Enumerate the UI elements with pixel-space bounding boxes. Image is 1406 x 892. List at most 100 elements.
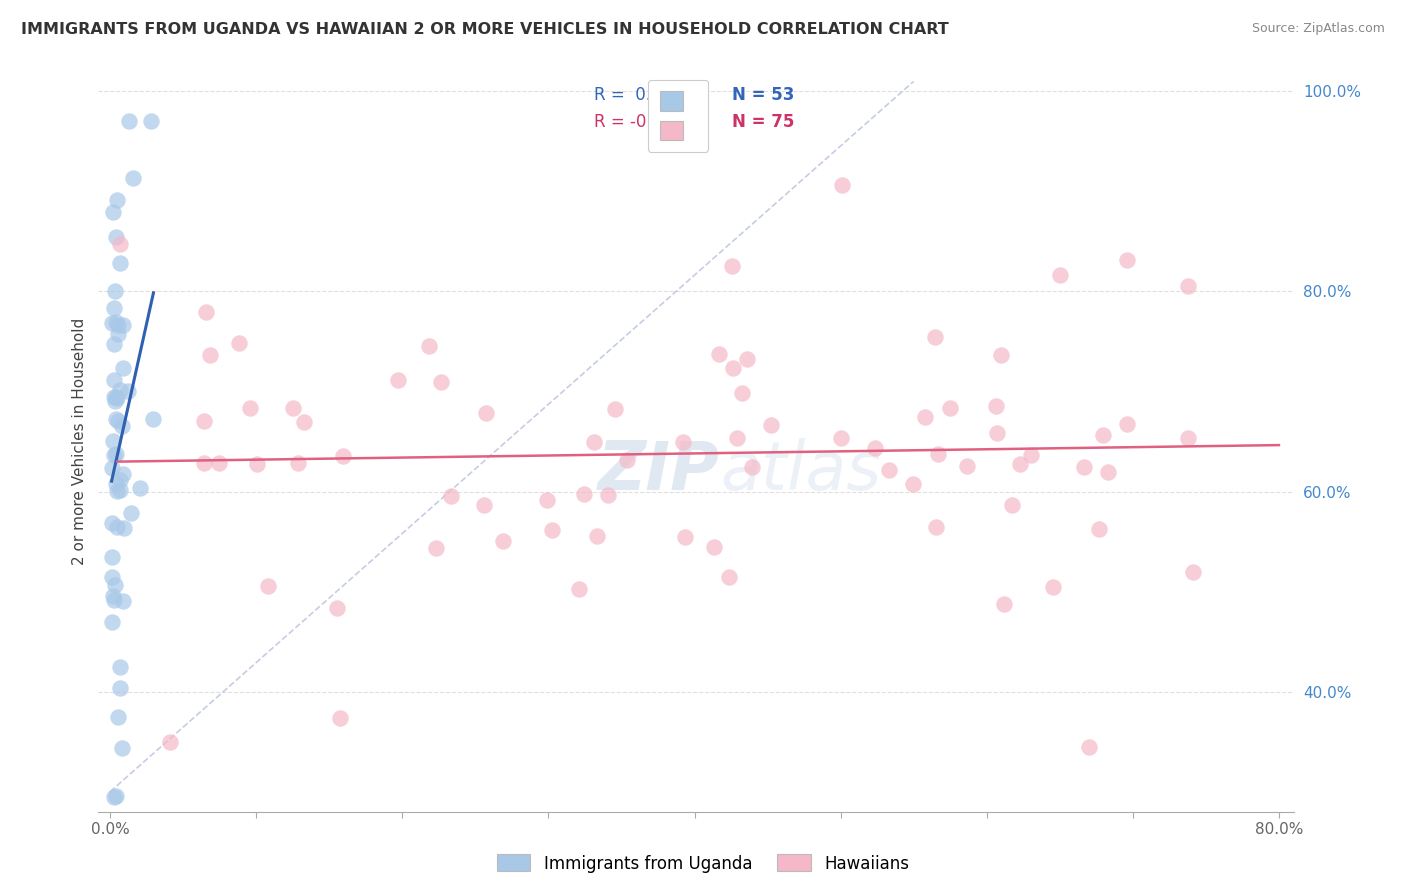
Point <box>159 734 181 748</box>
Point <box>492 533 515 548</box>
Point <box>707 346 730 360</box>
Point <box>831 178 853 192</box>
Point <box>108 483 131 497</box>
Point <box>924 520 946 534</box>
Point <box>718 570 741 584</box>
Point <box>1182 565 1205 579</box>
Point <box>193 456 215 470</box>
Point <box>101 205 124 219</box>
Point <box>672 435 695 450</box>
Point <box>105 484 128 499</box>
Point <box>100 549 122 564</box>
Point <box>387 373 409 387</box>
Point <box>103 593 125 607</box>
Point <box>541 523 564 537</box>
Point <box>105 520 128 534</box>
Point <box>735 351 758 366</box>
Point <box>108 660 131 674</box>
Point <box>472 498 495 512</box>
Text: N = 75: N = 75 <box>733 112 794 131</box>
Point <box>865 442 887 456</box>
Point <box>877 462 900 476</box>
Point <box>117 384 139 399</box>
Point <box>107 710 129 724</box>
Point <box>741 459 763 474</box>
Point <box>101 615 124 629</box>
Point <box>103 336 125 351</box>
Point <box>108 681 131 696</box>
Point <box>100 570 122 584</box>
Point <box>1097 466 1119 480</box>
Point <box>110 255 132 269</box>
Point <box>993 597 1015 611</box>
Point <box>725 431 748 445</box>
Point <box>721 361 744 376</box>
Point <box>1091 428 1114 442</box>
Point <box>142 411 165 425</box>
Point <box>111 740 134 755</box>
Point <box>568 582 591 596</box>
Point <box>139 114 162 128</box>
Point <box>924 330 946 344</box>
Point <box>583 435 606 450</box>
Point <box>927 447 949 461</box>
Point <box>107 318 129 332</box>
Point <box>329 711 352 725</box>
Point <box>703 540 725 554</box>
Point <box>118 114 141 128</box>
Point <box>1078 739 1101 754</box>
Point <box>107 414 129 428</box>
Point <box>111 419 134 434</box>
Point <box>104 578 127 592</box>
Point <box>198 348 221 362</box>
Point <box>475 406 498 420</box>
Point <box>257 579 280 593</box>
Point <box>208 456 231 470</box>
Legend: , : , <box>648 79 709 152</box>
Point <box>195 304 218 318</box>
Point <box>105 392 128 406</box>
Point <box>112 593 135 607</box>
Point <box>830 431 852 445</box>
Point <box>425 541 447 555</box>
Point <box>1116 417 1139 432</box>
Text: Source: ZipAtlas.com: Source: ZipAtlas.com <box>1251 22 1385 36</box>
Point <box>100 516 122 531</box>
Point <box>596 488 619 502</box>
Point <box>110 237 132 252</box>
Text: atlas: atlas <box>720 438 882 504</box>
Point <box>731 385 754 400</box>
Point <box>914 409 936 424</box>
Point <box>103 373 125 387</box>
Point <box>440 489 463 503</box>
Point <box>1042 580 1064 594</box>
Point <box>332 450 354 464</box>
Point <box>103 789 125 804</box>
Point <box>104 411 127 425</box>
Point <box>104 315 127 329</box>
Point <box>536 493 558 508</box>
Point <box>292 415 315 429</box>
Point <box>193 414 215 428</box>
Point <box>110 473 132 487</box>
Point <box>105 447 128 461</box>
Point <box>281 401 304 415</box>
Text: IMMIGRANTS FROM UGANDA VS HAWAIIAN 2 OR MORE VEHICLES IN HOUSEHOLD CORRELATION C: IMMIGRANTS FROM UGANDA VS HAWAIIAN 2 OR … <box>21 22 949 37</box>
Point <box>984 399 1007 413</box>
Point <box>104 284 127 298</box>
Point <box>673 530 696 544</box>
Point <box>246 458 269 472</box>
Point <box>103 448 125 462</box>
Point <box>1073 460 1095 475</box>
Point <box>239 401 262 416</box>
Point <box>112 467 135 482</box>
Y-axis label: 2 or more Vehicles in Household: 2 or more Vehicles in Household <box>72 318 87 566</box>
Point <box>112 361 135 376</box>
Point <box>939 401 962 416</box>
Point <box>572 487 595 501</box>
Point <box>120 506 142 520</box>
Point <box>720 259 742 273</box>
Point <box>100 316 122 330</box>
Text: N = 53: N = 53 <box>733 86 794 104</box>
Point <box>107 327 129 342</box>
